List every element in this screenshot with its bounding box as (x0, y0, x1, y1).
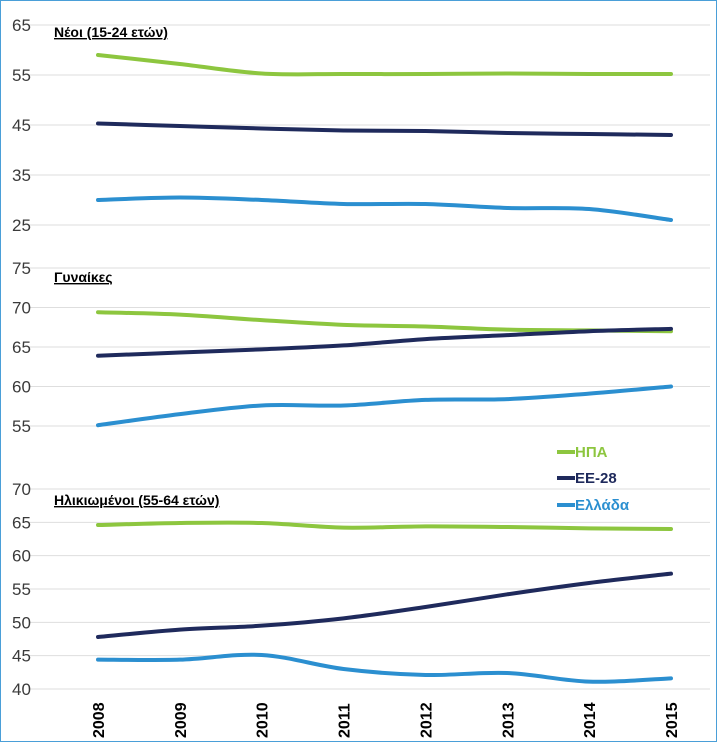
y-tick-label: 60 (12, 547, 31, 566)
x-tick-label: 2012 (418, 702, 435, 738)
y-tick-label: 65 (12, 513, 31, 532)
series-line-greece (96, 652, 673, 684)
y-tick-label: 55 (12, 580, 31, 599)
panel-title: Νέοι (15-24 ετών) (54, 24, 168, 40)
series-line-usa (96, 520, 673, 531)
y-tick-label: 45 (12, 116, 31, 135)
y-tick-label: 65 (12, 338, 31, 357)
y-tick-label: 45 (12, 647, 31, 666)
series-line-greece (96, 195, 673, 222)
y-tick-label: 50 (12, 613, 31, 632)
panel-2: 75 70 65 60 55 Γυναίκες (12, 259, 710, 436)
panel-3: 70 65 60 55 50 45 40 Ηλικιωμένοι (55-64 ετών) (12, 480, 710, 699)
panel-title: Ηλικιωμένοι (55-64 ετών) (54, 492, 219, 508)
y-tick-label: 40 (12, 680, 31, 699)
y-tick-label: 60 (12, 378, 31, 397)
series-line-eu28 (96, 571, 673, 639)
x-tick-label: 2009 (173, 702, 190, 738)
y-tick-label: 70 (12, 480, 31, 499)
y-tick-label: 65 (12, 16, 31, 35)
legend: ΗΠΑ ΕΕ-28 Ελλάδα (557, 444, 630, 514)
y-tick-label: 75 (12, 259, 31, 278)
legend-label: ΗΠΑ (575, 444, 608, 461)
legend-label: Ελλάδα (575, 497, 630, 514)
y-tick-label: 35 (12, 166, 31, 185)
panel-title: Γυναίκες (54, 269, 113, 285)
x-tick-label: 2015 (664, 702, 681, 738)
series-line-eu28 (96, 121, 673, 137)
y-tick-label: 25 (12, 216, 31, 235)
series-line-usa (96, 53, 673, 77)
y-tick-label: 55 (12, 417, 31, 436)
x-tick-label: 2011 (337, 703, 354, 738)
y-tick-label: 70 (12, 299, 31, 318)
series-line-usa (96, 310, 673, 334)
x-tick-label: 2008 (91, 702, 108, 738)
panel-1: 65 55 45 35 25 Νέοι (15-24 ετών) (12, 16, 710, 235)
legend-label: ΕΕ-28 (575, 470, 617, 487)
x-tick-label: 2013 (500, 702, 517, 738)
x-tick-label: 2014 (582, 702, 599, 738)
y-tick-label: 55 (12, 66, 31, 85)
series-line-eu28 (96, 326, 673, 358)
series-line-greece (96, 384, 673, 428)
x-tick-label: 2010 (255, 702, 272, 738)
